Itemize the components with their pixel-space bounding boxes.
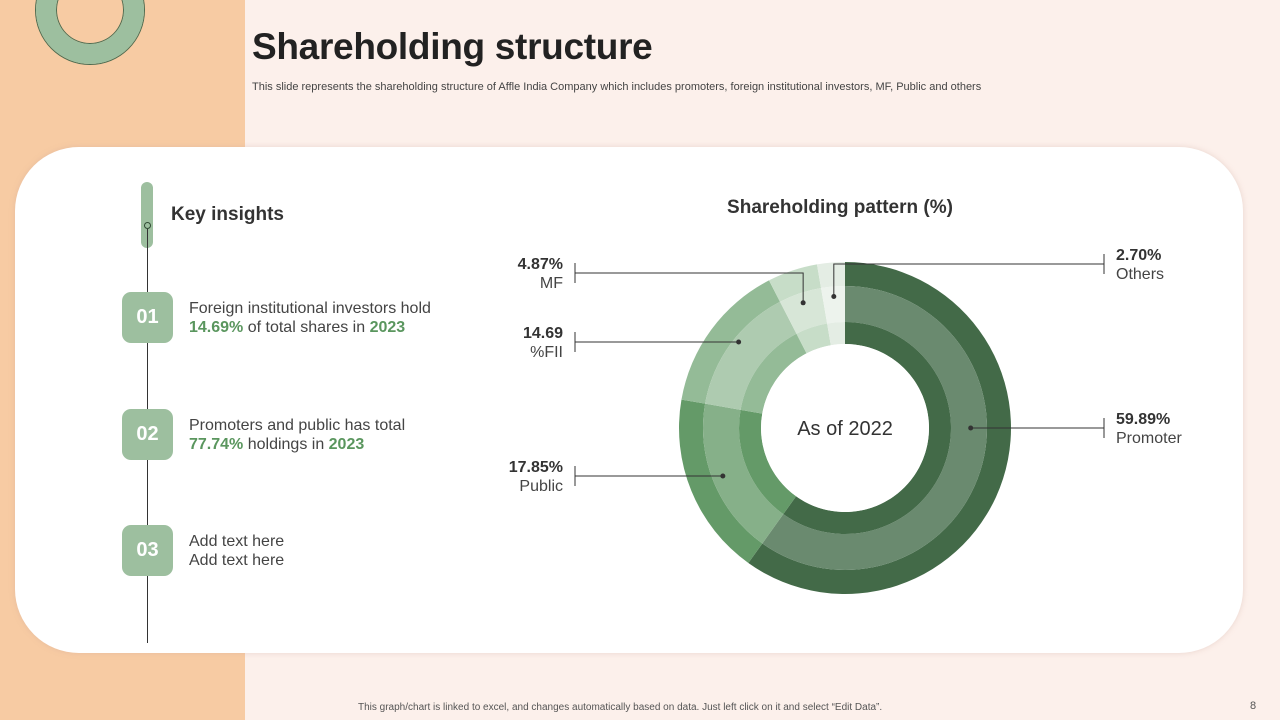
insight-01-line1: Foreign institutional investors hold bbox=[189, 300, 431, 317]
slice-core-fii bbox=[740, 333, 807, 414]
page-number: 8 bbox=[1250, 700, 1257, 712]
slice-outer-mf bbox=[768, 264, 822, 302]
slice-inner-fii bbox=[705, 301, 797, 410]
insight-text-02: Promoters and public has total 77.74% ho… bbox=[189, 416, 405, 454]
insight-01-highlight-percent: 14.69% bbox=[189, 319, 244, 336]
slice-core-others bbox=[827, 322, 845, 346]
data-label-name-others: Others bbox=[1116, 266, 1164, 283]
slice-inner-others bbox=[821, 286, 845, 324]
data-label-value-others: 2.70% bbox=[1116, 247, 1161, 264]
slice-inner-promoter bbox=[762, 286, 988, 570]
data-label-value-promoter: 59.89% bbox=[1116, 411, 1170, 428]
insight-badge-02: 02 bbox=[122, 409, 173, 460]
leader-dot-public bbox=[720, 473, 726, 479]
key-insights-heading: Key insights bbox=[171, 204, 284, 225]
leader-line-others bbox=[833, 263, 1104, 297]
leader-line-mf bbox=[575, 272, 804, 303]
data-label-value-fii: 14.69 bbox=[523, 325, 563, 342]
insight-01-line2: 14.69% of total shares in 2023 bbox=[189, 318, 431, 337]
slice-inner-public bbox=[703, 403, 784, 544]
timeline-dot bbox=[144, 222, 151, 229]
leader-dot-others bbox=[831, 293, 837, 299]
insight-02-line1: Promoters and public has total bbox=[189, 417, 406, 434]
slice-core-mf bbox=[796, 323, 831, 354]
data-label-name-fii: %FII bbox=[530, 344, 563, 361]
content-card bbox=[15, 147, 1243, 653]
leader-dot-fii bbox=[736, 339, 742, 345]
chart-title: Shareholding pattern (%) bbox=[727, 197, 953, 218]
insight-02-line2: 77.74% holdings in 2023 bbox=[189, 435, 405, 454]
insight-badge-03: 03 bbox=[122, 525, 173, 576]
slide-subtitle: This slide represents the shareholding s… bbox=[252, 81, 982, 93]
slice-outer-promoter bbox=[748, 262, 1012, 594]
data-label-value-public: 17.85% bbox=[509, 459, 563, 476]
insight-03-line2: Add text here bbox=[189, 552, 285, 569]
data-label-value-mf: 4.87% bbox=[518, 256, 563, 273]
slice-outer-others bbox=[816, 262, 845, 289]
data-label-name-public: Public bbox=[519, 478, 563, 495]
insight-02-highlight-percent: 77.74% bbox=[189, 436, 244, 453]
timeline-pill bbox=[141, 182, 153, 248]
slide-title: Shareholding structure bbox=[252, 26, 653, 67]
slice-inner-mf bbox=[779, 288, 828, 334]
slice-core-public bbox=[739, 409, 797, 515]
insight-01-highlight-year: 2023 bbox=[369, 319, 406, 336]
leader-dot-promoter bbox=[968, 425, 974, 431]
insight-02-mid-text: holdings in bbox=[243, 436, 329, 453]
insight-badge-01: 01 bbox=[122, 292, 173, 343]
data-label-name-promoter: Promoter bbox=[1116, 430, 1182, 447]
doughnut-hole bbox=[761, 344, 929, 512]
slice-outer-public bbox=[679, 399, 763, 563]
footer-note: This graph/chart is linked to excel, and… bbox=[358, 702, 883, 713]
center-label: As of 2022 bbox=[797, 418, 893, 440]
data-label-name-mf: MF bbox=[540, 275, 563, 292]
insight-text-01: Foreign institutional investors hold 14.… bbox=[189, 299, 431, 337]
insight-03-line1: Add text here bbox=[189, 533, 285, 550]
leader-dot-mf bbox=[800, 300, 806, 306]
insight-02-highlight-year: 2023 bbox=[328, 436, 365, 453]
insight-text-03: Add text here Add text here bbox=[189, 532, 284, 570]
slice-core-promoter bbox=[783, 322, 951, 534]
insight-01-mid-text: of total shares in bbox=[243, 319, 370, 336]
